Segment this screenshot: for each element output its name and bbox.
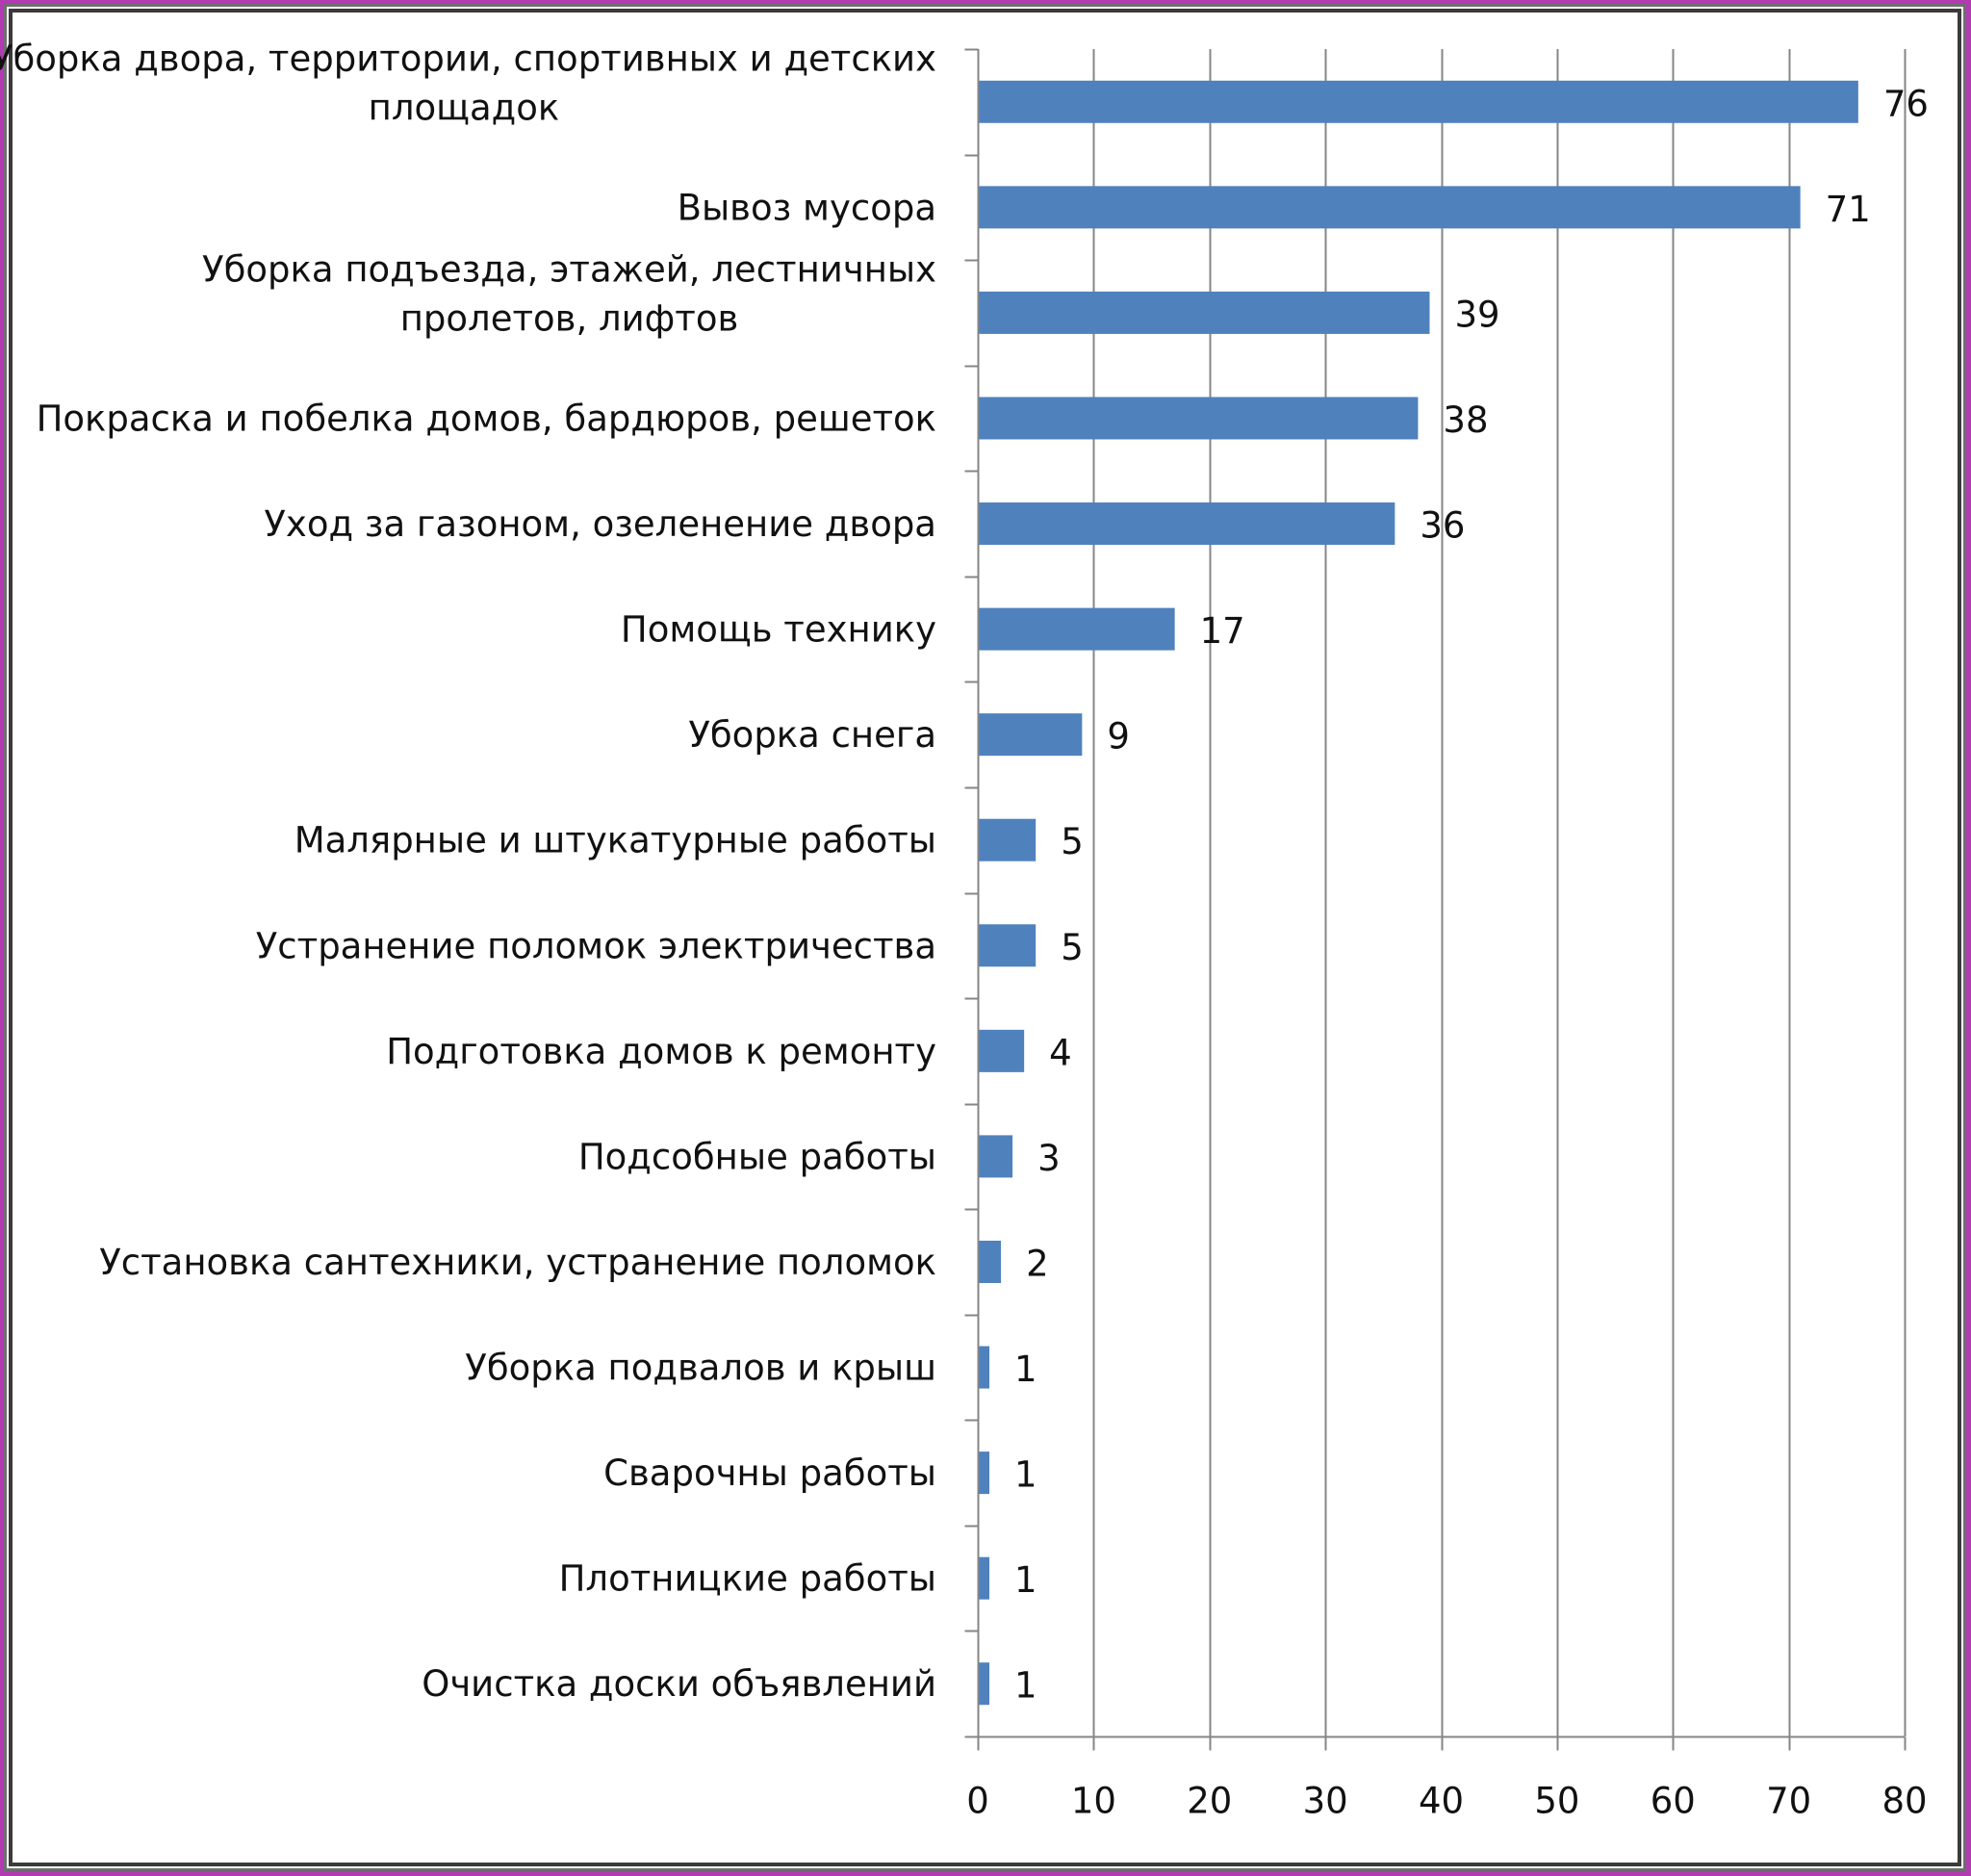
bar-9 bbox=[978, 924, 1037, 967]
value-label: 5 bbox=[1061, 821, 1084, 862]
x-tick-label: 70 bbox=[1766, 1781, 1811, 1822]
value-label: 9 bbox=[1107, 716, 1130, 758]
value-label: 1 bbox=[1014, 1559, 1037, 1601]
bar-12 bbox=[978, 1240, 1002, 1283]
value-label: 38 bbox=[1443, 399, 1488, 441]
value-label: 36 bbox=[1420, 505, 1465, 547]
value-label: 3 bbox=[1037, 1138, 1061, 1179]
bar-8 bbox=[978, 818, 1037, 861]
category-label: Уход за газоном, озеленение двора bbox=[264, 503, 936, 545]
category-label: Уборка подъезда, этажей, лестничных проле… bbox=[202, 248, 936, 339]
bars bbox=[978, 80, 1858, 1706]
tick-labels: 0 10 20 30 40 50 60 70 80 bbox=[966, 1781, 1927, 1822]
x-tick-label: 80 bbox=[1881, 1781, 1927, 1822]
value-label: 39 bbox=[1454, 294, 1499, 335]
x-tick-label: 50 bbox=[1534, 1781, 1579, 1822]
bar-16 bbox=[978, 1662, 990, 1706]
bar-4 bbox=[978, 397, 1419, 440]
bar-10 bbox=[978, 1029, 1025, 1072]
value-label: 76 bbox=[1883, 83, 1929, 124]
x-tick-label: 40 bbox=[1419, 1781, 1464, 1822]
bar-15 bbox=[978, 1556, 990, 1600]
category-label: Уборка снега bbox=[688, 714, 936, 756]
value-label: 71 bbox=[1826, 189, 1871, 230]
bar-5 bbox=[978, 502, 1395, 546]
category-label: Устранение поломок электричества bbox=[256, 925, 936, 966]
x-tick-label: 0 bbox=[966, 1781, 989, 1822]
axes bbox=[964, 48, 1907, 1751]
x-tick-label: 30 bbox=[1303, 1781, 1348, 1822]
category-label: Плотницкие работы bbox=[559, 1557, 936, 1599]
value-labels: 76 71 39 38 36 17 9 5 5 4 3 2 1 1 1 1 bbox=[1014, 83, 1929, 1706]
value-label: 4 bbox=[1049, 1032, 1072, 1073]
category-labels: Уборка двора, территории, спортивных и д… bbox=[0, 38, 936, 1705]
value-label: 1 bbox=[1014, 1665, 1037, 1707]
x-tick-label: 20 bbox=[1187, 1781, 1232, 1822]
category-label: Уборка подвалов и крыш bbox=[465, 1347, 936, 1388]
category-label: Очистка доски объявлений bbox=[422, 1663, 936, 1705]
value-label: 1 bbox=[1014, 1349, 1037, 1390]
bar-6 bbox=[978, 607, 1175, 651]
value-label: 2 bbox=[1026, 1243, 1049, 1284]
category-label: Установка сантехники, устранение поломок bbox=[99, 1241, 936, 1282]
x-tick-label: 60 bbox=[1651, 1781, 1696, 1822]
category-label: Подсобные работы bbox=[578, 1136, 936, 1177]
bar-7 bbox=[978, 713, 1083, 757]
value-label: 17 bbox=[1200, 610, 1245, 652]
bar-2 bbox=[978, 186, 1801, 229]
bar-3 bbox=[978, 291, 1430, 334]
x-tick-label: 10 bbox=[1071, 1781, 1116, 1822]
value-label: 5 bbox=[1061, 927, 1084, 968]
bar-14 bbox=[978, 1452, 990, 1495]
bar-11 bbox=[978, 1135, 1013, 1178]
category-label: Покраска и побелка домов, бардюров, реше… bbox=[37, 398, 936, 439]
value-label: 1 bbox=[1014, 1454, 1037, 1496]
category-label: Помощь технику bbox=[621, 608, 936, 650]
bar-13 bbox=[978, 1346, 990, 1389]
category-label: Подготовка домов к ремонту bbox=[386, 1030, 936, 1071]
category-label: Уборка двора, территории, спортивных и д… bbox=[0, 38, 936, 128]
category-label: Малярные и штукатурные работы bbox=[294, 819, 936, 861]
bar-1 bbox=[978, 80, 1858, 123]
category-label: Сварочны работы bbox=[603, 1452, 936, 1494]
category-label: Вывоз мусора bbox=[678, 187, 936, 228]
